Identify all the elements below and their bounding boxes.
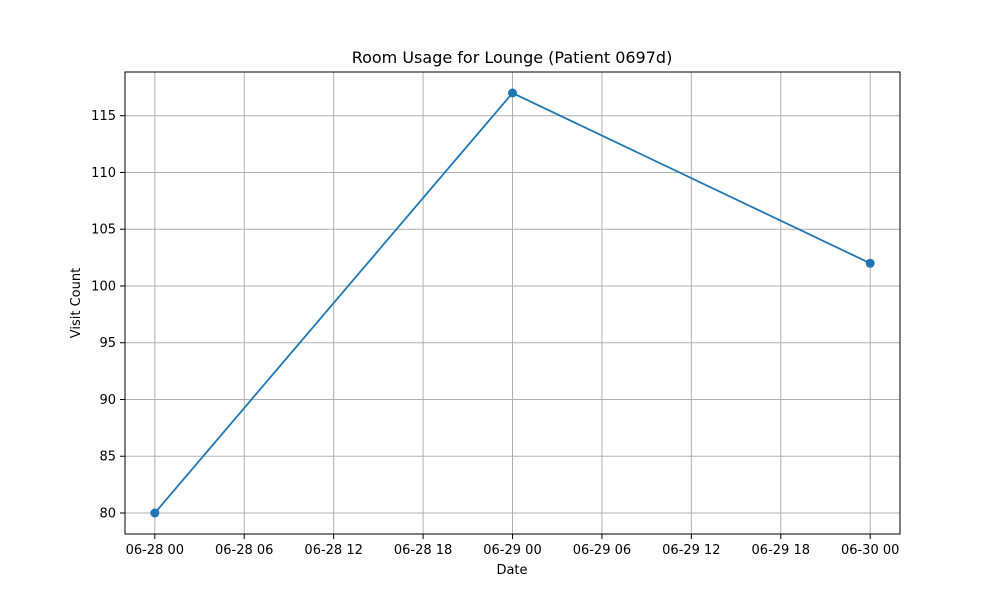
- x-axis-label: Date: [496, 563, 527, 578]
- data-point: [508, 88, 517, 98]
- y-tick-label: 80: [99, 507, 116, 522]
- x-tick-label: 06-28 12: [304, 543, 362, 558]
- data-point: [150, 508, 160, 518]
- x-tick-label: 06-28 00: [126, 543, 184, 558]
- x-tick-label: 06-30 00: [841, 543, 899, 558]
- y-tick-label: 115: [91, 109, 116, 124]
- data-point: [865, 258, 875, 268]
- y-axis-label: Visit Count: [69, 268, 84, 338]
- y-tick-label: 90: [99, 393, 116, 408]
- x-tick-label: 06-29 18: [752, 543, 810, 558]
- tick-layer: 06-28 00 06-28 06 06-28 12 06-28 18 06-29 00…: [91, 109, 899, 558]
- x-tick-label: 06-29 12: [662, 543, 720, 558]
- x-tick-label: 06-29 06: [573, 543, 631, 558]
- x-tick-label: 06-28 06: [215, 543, 273, 558]
- grid-lines: [125, 72, 900, 534]
- y-tick-label: 95: [99, 336, 116, 351]
- x-tick-label: 06-28 18: [394, 543, 452, 558]
- series-layer: [150, 88, 875, 518]
- chart-title: Room Usage for Lounge (Patient 0697d): [352, 48, 673, 67]
- y-tick-label: 85: [99, 450, 116, 465]
- y-tick-label: 110: [91, 166, 116, 181]
- y-tick-label: 100: [91, 279, 116, 294]
- y-tick-label: 105: [91, 223, 116, 238]
- x-tick-label: 06-29 00: [483, 543, 541, 558]
